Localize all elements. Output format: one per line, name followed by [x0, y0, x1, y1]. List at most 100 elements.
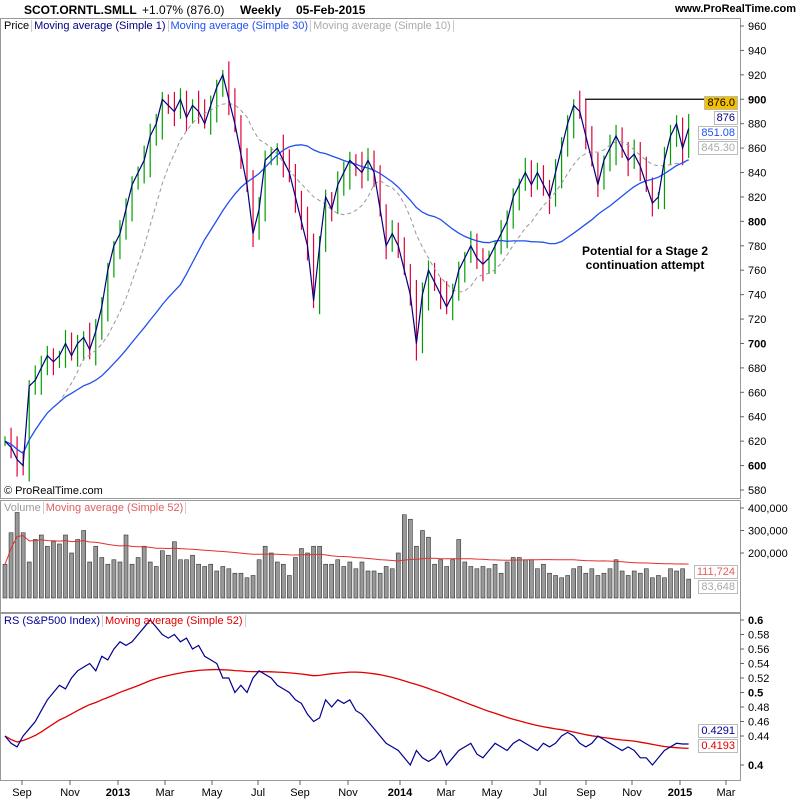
y-tick-label: 780 [748, 241, 766, 253]
y-tick-label: 0.54 [748, 659, 769, 671]
rs-ma-tag: 0.4193 [698, 739, 738, 753]
volume-bar [426, 536, 431, 599]
volume-bar [238, 572, 244, 599]
y-tick-label: 920 [748, 70, 766, 82]
volume-bar [117, 561, 123, 599]
y-tick-label: 960 [748, 21, 766, 33]
volume-bar [553, 575, 558, 599]
volume-bar [105, 563, 111, 599]
x-tick-label: Sep [12, 787, 32, 799]
volume-bar [589, 568, 595, 599]
volume-bar [607, 568, 613, 599]
panel-frame [0, 18, 741, 499]
volume-bar [625, 575, 631, 599]
volume-bar [619, 570, 625, 599]
volume-bar [359, 561, 365, 599]
legend-rs[interactable]: RS (S&P500 Index) [2, 615, 103, 627]
volume-bar [87, 561, 92, 599]
y-tick-label: 200,000 [748, 548, 788, 560]
x-tick-label: Mar [717, 787, 736, 799]
period[interactable]: Weekly [240, 3, 282, 17]
legend-vol-ma[interactable]: Moving average (Simple 52) [43, 502, 187, 514]
volume-bar [202, 566, 207, 599]
y-tick-label: 840 [748, 168, 766, 180]
volume-bar [329, 563, 335, 599]
panel-frame [0, 613, 741, 781]
volume-bar [317, 545, 322, 599]
volume-bar [637, 572, 643, 599]
volume-bar [287, 575, 292, 599]
volume-bar [643, 568, 649, 599]
y-tick-label: 0.48 [748, 702, 769, 714]
legend-volume[interactable]: Volume [2, 502, 44, 514]
y-tick-label: 600 [748, 461, 766, 473]
volume-bar [305, 552, 310, 599]
volume-bar [311, 545, 316, 599]
volume-bar [480, 566, 486, 599]
x-tick-label: Nov [60, 787, 80, 799]
volume-bar [32, 539, 38, 599]
volume-bar [190, 554, 195, 599]
volume-bar [45, 545, 50, 599]
volume-bar [595, 575, 601, 599]
volume-bar [650, 577, 655, 599]
volume-bar [510, 557, 516, 599]
volume-bar [341, 566, 347, 599]
volume-bar [99, 557, 105, 599]
volume-bar [498, 572, 504, 599]
y-tick-label: 820 [748, 192, 766, 204]
volume-bar [172, 541, 177, 599]
volume-bar [468, 566, 474, 599]
y-tick-label: 300,000 [748, 526, 788, 538]
volume-bar [547, 572, 552, 599]
volume-bar [226, 568, 232, 599]
x-tick-label: May [482, 787, 503, 799]
y-tick-label: 660 [748, 387, 766, 399]
legend-ma10[interactable]: Moving average (Simple 10) [311, 20, 454, 32]
x-tick-label: 2014 [388, 787, 413, 799]
volume-bar [565, 575, 570, 599]
y-tick-label: 0.4 [748, 760, 764, 772]
y-tick-label: 900 [748, 94, 766, 106]
volume-bar [541, 563, 546, 599]
rs-line [4, 619, 689, 767]
volume-bar [274, 561, 280, 599]
volume-bar [686, 578, 691, 599]
volume-bar [335, 559, 341, 599]
volume-bar [57, 543, 62, 599]
y-tick-label: 740 [748, 290, 766, 302]
legend-ma1[interactable]: Moving average (Simple 1) [32, 20, 169, 32]
volume-bar [462, 561, 468, 599]
volume-bar [8, 532, 14, 599]
ma10-tag: 845.30 [698, 141, 738, 155]
volume-bar [408, 518, 413, 599]
x-tick-label: Nov [622, 787, 642, 799]
volume-bar [377, 572, 383, 599]
y-tick-label: 700 [748, 338, 766, 350]
volume-bar [668, 568, 673, 599]
legend-price[interactable]: Price [2, 20, 33, 32]
y-tick-label: 720 [748, 314, 766, 326]
volume-bar [123, 534, 129, 599]
volume-bar [474, 568, 480, 599]
volume-bar [20, 532, 26, 599]
vol-ma-tag: 111,724 [693, 565, 738, 579]
y-tick-label: 620 [748, 436, 766, 448]
volume-legend: Volume Moving average (Simple 52) [2, 501, 187, 515]
annotation-line: Potential for a Stage 2 [581, 244, 709, 258]
volume-bar [347, 561, 353, 599]
y-tick-label: 580 [748, 485, 766, 497]
volume-bar [535, 568, 540, 599]
legend-rs-ma[interactable]: Moving average (Simple 52) [103, 615, 246, 627]
volume-bar [438, 559, 443, 599]
legend-ma30[interactable]: Moving average (Simple 30) [168, 20, 312, 32]
x-tick-label: Nov [338, 787, 358, 799]
volume-bar [486, 568, 492, 599]
volume-bar [111, 559, 117, 599]
volume-bar [63, 534, 68, 599]
volume-bar [220, 566, 226, 599]
x-tick-label: 2015 [668, 787, 692, 799]
site-link[interactable]: www.ProRealTime.com [674, 3, 796, 15]
y-tick-label: 400,000 [748, 503, 788, 515]
